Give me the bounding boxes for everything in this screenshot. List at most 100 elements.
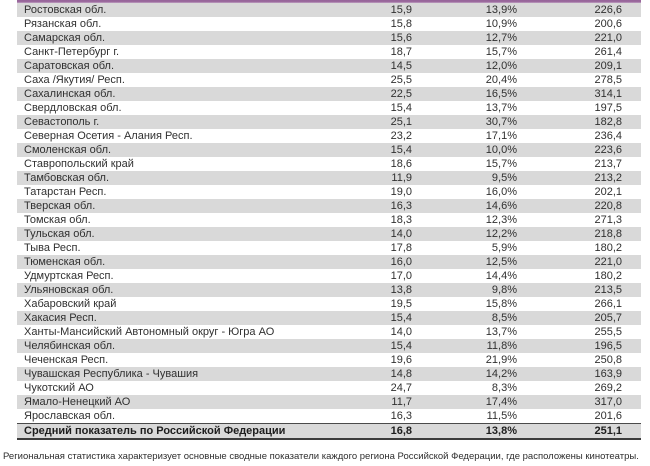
- table-row: Самарская обл. 15,6 12,7% 221,0: [17, 31, 641, 45]
- metric-1-cell: 23,2: [390, 130, 412, 142]
- metric-3-cell: 221,0: [594, 32, 622, 44]
- metric-1-cell: 15,4: [390, 340, 412, 352]
- metric-2-cell: 12,0%: [485, 60, 517, 72]
- region-name-cell: Татарстан Респ.: [24, 186, 107, 198]
- metric-1-cell: 19,0: [390, 186, 412, 198]
- metric-1-cell: 18,3: [390, 214, 412, 226]
- metric-2-cell: 13,7%: [485, 326, 517, 338]
- metric-2-cell: 13,9%: [485, 4, 517, 16]
- table-row: Саратовская обл. 14,5 12,0% 209,1: [17, 59, 641, 73]
- region-name-cell: Ямало-Ненецкий АО: [24, 396, 131, 408]
- region-name-cell: Сахалинская обл.: [24, 88, 116, 100]
- metric-2-cell: 20,4%: [485, 74, 517, 86]
- metric-3-cell: 182,8: [594, 116, 622, 128]
- metric-1-cell: 16,3: [390, 410, 412, 422]
- metric-3-cell: 200,6: [594, 18, 622, 30]
- region-name-cell: Томская обл.: [24, 214, 91, 226]
- regional-statistics-table-body: Ростовская обл. 15,9 13,9% 226,6 Рязанск…: [17, 3, 641, 423]
- metric-1-cell: 17,8: [390, 242, 412, 254]
- region-name-cell: Челябинская обл.: [24, 340, 116, 352]
- metric-3-cell: 226,6: [594, 4, 622, 16]
- region-name-cell: Северная Осетия - Алания Респ.: [24, 130, 193, 142]
- table-row: Свердловская обл. 15,4 13,7% 197,5: [17, 101, 641, 115]
- metric-2-cell: 11,5%: [486, 410, 517, 422]
- metric-2-cell: 16,0%: [485, 186, 517, 198]
- metric-3-cell: 197,5: [594, 102, 622, 114]
- table-row: Хабаровский край 19,5 15,8% 266,1: [17, 297, 641, 311]
- regional-statistics-table: Ростовская обл. 15,9 13,9% 226,6 Рязанск…: [17, 0, 641, 440]
- metric-3-cell: 236,4: [594, 130, 622, 142]
- metric-3-cell: 269,2: [594, 382, 622, 394]
- metric-3-cell: 196,5: [594, 340, 622, 352]
- metric-2-cell: 14,4%: [485, 270, 517, 282]
- region-name-cell: Санкт-Петербург г.: [24, 46, 120, 58]
- table-row: Челябинская обл. 15,4 11,8% 196,5: [17, 339, 641, 353]
- table-row: Северная Осетия - Алания Респ. 23,2 17,1…: [17, 129, 641, 143]
- region-name-cell: Самарская обл.: [24, 32, 106, 44]
- table-row: Чувашская Республика - Чувашия 14,8 14,2…: [17, 367, 641, 381]
- metric-3-cell: 223,6: [594, 144, 622, 156]
- metric-1-cell: 18,7: [390, 46, 412, 58]
- region-name-cell: Саратовская обл.: [24, 60, 115, 72]
- table-row: Удмуртская Респ. 17,0 14,4% 180,2: [17, 269, 641, 283]
- metric-3-cell: 266,1: [594, 298, 622, 310]
- table-row: Тверская обл. 16,3 14,6% 220,8: [17, 199, 641, 213]
- metric-2-cell: 21,9%: [485, 354, 517, 366]
- metric-2-cell: 13,7%: [485, 102, 517, 114]
- table-row: Хакасия Респ. 15,4 8,5% 205,7: [17, 311, 641, 325]
- metric-3-cell: 261,4: [594, 46, 622, 58]
- metric-1-cell: 16,3: [390, 200, 412, 212]
- region-name-cell: Ярославская обл.: [24, 410, 116, 422]
- metric-2-cell: 5,9%: [491, 242, 517, 254]
- metric-3-cell: 250,8: [594, 354, 622, 366]
- region-name-cell: Чеченская Респ.: [24, 354, 109, 366]
- region-name-cell: Чукотский АО: [24, 382, 94, 394]
- metric-1-cell: 15,4: [390, 102, 412, 114]
- metric-2-cell: 14,6%: [485, 200, 517, 212]
- region-name-cell: Хабаровский край: [24, 298, 117, 310]
- table-row: Ярославская обл. 16,3 11,5% 201,6: [17, 409, 641, 423]
- metric-1-cell: 22,5: [390, 88, 412, 100]
- metric-3-cell: 218,8: [594, 228, 622, 240]
- metric-1-cell: 14,0: [390, 326, 412, 338]
- metric-1-cell: 19,5: [390, 298, 412, 310]
- region-name-cell: Севастополь г.: [24, 116, 100, 128]
- metric-1-cell: 15,8: [390, 18, 412, 30]
- metric-3-cell: 202,1: [594, 186, 622, 198]
- metric-2-cell: 14,2%: [485, 368, 517, 380]
- metric-2-cell: 10,9%: [485, 18, 517, 30]
- metric-1-cell: 14,8: [390, 368, 412, 380]
- metric-1-cell: 18,6: [390, 158, 412, 170]
- table-row: Ростовская обл. 15,9 13,9% 226,6: [17, 3, 641, 17]
- table-top-accent-rule: [17, 0, 641, 3]
- metric-1-cell: 11,7: [391, 396, 412, 408]
- region-name-cell: Свердловская обл.: [24, 102, 122, 114]
- metric-1-cell: 15,6: [390, 32, 412, 44]
- metric-1-cell: 16,0: [390, 256, 412, 268]
- summary-metric-2-cell: 13,8%: [485, 425, 517, 437]
- metric-1-cell: 24,7: [390, 382, 412, 394]
- region-name-cell: Саха /Якутия/ Респ.: [24, 74, 125, 86]
- region-name-cell: Тюменская обл.: [24, 256, 106, 268]
- metric-3-cell: 271,3: [594, 214, 622, 226]
- region-name-cell: Ставропольский край: [24, 158, 134, 170]
- summary-name-cell: Средний показатель по Российской Федерац…: [24, 425, 286, 437]
- region-name-cell: Смоленская обл.: [24, 144, 112, 156]
- region-name-cell: Ростовская обл.: [24, 4, 107, 16]
- region-name-cell: Тамбовская обл.: [24, 172, 110, 184]
- metric-2-cell: 12,5%: [485, 256, 517, 268]
- metric-1-cell: 11,9: [391, 172, 412, 184]
- metric-3-cell: 180,2: [594, 242, 622, 254]
- table-row: Тюменская обл. 16,0 12,5% 221,0: [17, 255, 641, 269]
- metric-2-cell: 8,3%: [491, 382, 517, 394]
- region-name-cell: Тверская обл.: [24, 200, 96, 212]
- table-row: Саха /Якутия/ Респ. 25,5 20,4% 278,5: [17, 73, 641, 87]
- metric-1-cell: 13,8: [390, 284, 412, 296]
- metric-2-cell: 12,2%: [485, 228, 517, 240]
- summary-metric-1-cell: 16,8: [390, 425, 412, 437]
- table-row: Ульяновская обл. 13,8 9,8% 213,5: [17, 283, 641, 297]
- table-row: Севастополь г. 25,1 30,7% 182,8: [17, 115, 641, 129]
- summary-row: Средний показатель по Российской Федерац…: [17, 423, 641, 440]
- metric-2-cell: 8,5%: [491, 312, 517, 324]
